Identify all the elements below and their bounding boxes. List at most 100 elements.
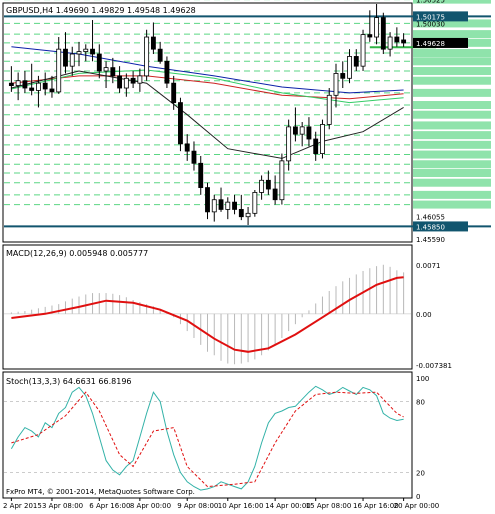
candle-body bbox=[292, 126, 298, 135]
dashed-level-marker bbox=[413, 49, 491, 58]
candle-body bbox=[63, 48, 68, 67]
candle-body bbox=[401, 39, 407, 44]
candle-body bbox=[117, 75, 123, 89]
macd-signal-line bbox=[11, 276, 404, 353]
dashed-level-marker bbox=[413, 67, 491, 76]
candle-body bbox=[360, 34, 366, 67]
x-tick-label: 2 Apr 2015 bbox=[3, 502, 42, 510]
candle-body bbox=[96, 53, 102, 72]
dashed-level-marker bbox=[413, 178, 491, 187]
candle-body bbox=[110, 67, 116, 77]
candle-body bbox=[76, 51, 82, 55]
candle-body bbox=[36, 82, 41, 91]
dashed-level-marker bbox=[413, 121, 491, 130]
candle-body bbox=[144, 36, 150, 77]
candle-body bbox=[198, 162, 204, 188]
candle-body bbox=[157, 48, 163, 62]
candle-body bbox=[164, 60, 170, 84]
x-tick-label: 14 Apr 00:00 bbox=[265, 502, 311, 510]
candle-body bbox=[137, 75, 143, 84]
candle-body bbox=[387, 36, 393, 50]
candle-body bbox=[22, 80, 28, 89]
candle-body bbox=[15, 80, 21, 86]
stoch-tick-label: 20 bbox=[416, 469, 425, 477]
macd-tick-label: -0.007381 bbox=[416, 362, 452, 370]
x-tick-label: 20 Apr 00:00 bbox=[394, 502, 440, 510]
candle-body bbox=[347, 56, 352, 79]
candle-body bbox=[123, 77, 129, 89]
dashed-level-marker bbox=[413, 190, 491, 199]
price-tick-label: 1.46055 bbox=[416, 213, 445, 221]
candle-body bbox=[130, 77, 136, 84]
stoch-tick-label: 100 bbox=[416, 375, 429, 383]
moving-average-line bbox=[11, 75, 404, 100]
candle-body bbox=[103, 67, 109, 72]
stoch-pane-frame bbox=[2, 371, 413, 499]
macd-layer: 0.0071 0.00 -0.007381 bbox=[4, 262, 452, 370]
candle-body bbox=[380, 17, 386, 50]
candle-body bbox=[42, 82, 48, 90]
x-tick-label: 10 Apr 16:00 bbox=[218, 502, 264, 510]
macd-pane-frame bbox=[2, 244, 413, 370]
candle-body bbox=[205, 187, 210, 213]
stoch-tick-label: 0 bbox=[416, 493, 420, 501]
price-pane-frame bbox=[2, 2, 413, 243]
dashed-level-marker bbox=[413, 101, 491, 110]
x-tick-label: 15 Apr 08:00 bbox=[306, 502, 352, 510]
candle-body bbox=[245, 212, 251, 218]
dashed-level-marker bbox=[413, 57, 491, 66]
candle-body bbox=[56, 48, 62, 93]
candle-body bbox=[279, 160, 285, 201]
candle-body bbox=[211, 199, 217, 213]
price-tick-label: 1.50030 bbox=[416, 20, 445, 28]
candle-body bbox=[286, 126, 292, 162]
price-tick-label: 1.50175 bbox=[416, 13, 445, 21]
macd-label: MACD(12,26,9) 0.005948 0.005777 bbox=[6, 249, 148, 258]
candle-body bbox=[29, 87, 35, 91]
price-tick-label: 1.49628 bbox=[416, 40, 445, 48]
dashed-level-marker bbox=[413, 110, 491, 119]
price-tick-highlight bbox=[413, 221, 468, 232]
candle-body bbox=[90, 48, 95, 55]
candle-body bbox=[306, 126, 312, 140]
stoch-signal-line bbox=[11, 391, 404, 488]
candle-body bbox=[340, 73, 346, 79]
copyright: FxPro MT4, © 2001-2014, MetaQuotes Softw… bbox=[6, 488, 195, 496]
candle-body bbox=[326, 94, 332, 125]
macd-tick-label: 0.0071 bbox=[416, 262, 441, 270]
candle-body bbox=[171, 82, 177, 103]
candle-body bbox=[191, 150, 197, 164]
candle-body bbox=[218, 199, 224, 210]
macd-tick-label: 0.00 bbox=[416, 311, 432, 319]
candle-body bbox=[184, 143, 190, 152]
price-tick-highlight bbox=[413, 11, 468, 22]
dashed-level-marker bbox=[413, 150, 491, 159]
stoch-layer: 100 80 20 0 bbox=[4, 375, 429, 501]
symbol-header: GBPUSD,H4 1.49690 1.49829 1.49548 1.4962… bbox=[6, 6, 196, 15]
stoch-tick-label: 80 bbox=[416, 399, 425, 407]
dashed-level-marker bbox=[413, 30, 491, 39]
dashed-level-marker bbox=[413, 169, 491, 178]
x-tick-label: 9 Apr 08:00 bbox=[177, 502, 218, 510]
candle-body bbox=[374, 17, 379, 38]
dashed-level-marker bbox=[413, 19, 491, 28]
candle-body bbox=[333, 73, 339, 96]
dashed-level-marker bbox=[413, 88, 491, 97]
candle-body bbox=[69, 53, 75, 67]
candle-body bbox=[49, 88, 55, 93]
moving-average-line bbox=[11, 69, 404, 104]
candle-body bbox=[313, 138, 319, 154]
dashed-level-marker bbox=[413, 200, 491, 209]
stoch-main-line bbox=[10, 385, 404, 491]
price-tick-label: 1.45590 bbox=[416, 236, 445, 244]
dashed-level-marker bbox=[413, 160, 491, 169]
candle-body bbox=[178, 102, 183, 145]
candles bbox=[8, 4, 407, 225]
candle-body bbox=[265, 179, 271, 190]
dashed-level-marker bbox=[413, 76, 491, 85]
x-tick-label: 3 Apr 08:00 bbox=[42, 502, 83, 510]
price-tick-label: 1.45850 bbox=[416, 223, 445, 231]
x-tick-labels: 2 Apr 2015 3 Apr 08:00 6 Apr 16:00 8 Apr 00… bbox=[3, 498, 439, 510]
